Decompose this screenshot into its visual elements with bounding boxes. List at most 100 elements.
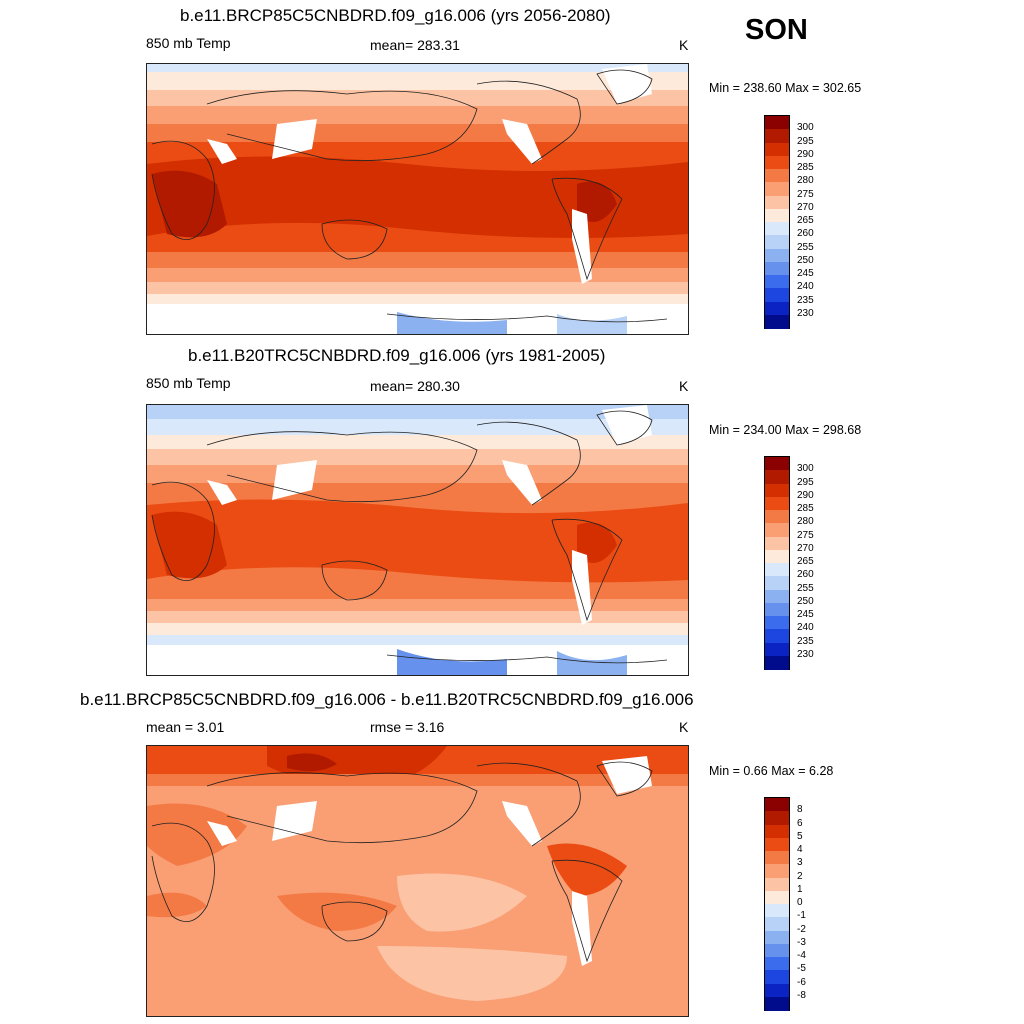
panel-2-map-svg [147, 405, 688, 675]
panel-2-colorbar-swatch [765, 457, 789, 471]
panel-3-colorbar-swatch [765, 864, 789, 878]
panel-2-colorbar-tick: 255 [797, 582, 814, 594]
panel-2-colorbar-swatch [765, 589, 789, 604]
panel-2-colorbar-swatch [765, 510, 789, 524]
panel-3-colorbar-swatch [765, 917, 789, 931]
panel-1-title: b.e11.BRCP85C5CNBDRD.f09_g16.006 (yrs 20… [180, 6, 611, 25]
panel-1-colorbar-swatch [765, 155, 789, 170]
panel-1-colorbar-swatch [765, 301, 789, 316]
panel-1-colorbar-swatch [765, 116, 789, 130]
panel-2-colorbar-tick: 245 [797, 609, 814, 620]
panel-1-colorbar-tick: 285 [797, 162, 814, 173]
panel-2-colorbar-swatch [765, 576, 789, 590]
panel-2-colorbar-tick: 270 [797, 542, 814, 554]
panel-1-colorbar-tick: 235 [797, 294, 814, 306]
panel-1-field-label: 850 mb Temp [146, 35, 231, 51]
panel-3-colorbar-swatch [765, 837, 789, 852]
panel-2-colorbar-tick: 285 [797, 503, 814, 514]
panel-3-colorbar-tick: -3 [797, 936, 806, 948]
panel-1-colorbar-swatch [765, 288, 789, 302]
panel-2-colorbar [764, 456, 790, 670]
panel-2-colorbar-swatch [765, 642, 789, 657]
panel-1-colorbar-swatch [765, 222, 789, 236]
panel-2-colorbar-tick: 290 [797, 489, 814, 501]
panel-2-mean-label: mean= 280.30 [370, 378, 460, 394]
panel-1-colorbar-tick: 260 [797, 228, 814, 240]
panel-1-map-svg [147, 64, 688, 334]
panel-2-colorbar-tick: 250 [797, 595, 814, 607]
panel-3-colorbar-swatch [765, 798, 789, 812]
panel-3-colorbar-tick: -1 [797, 910, 806, 922]
panel-3-colorbar-swatch [765, 851, 789, 865]
panel-3-map-svg [147, 746, 688, 1016]
panel-3-colorbar-tick: -6 [797, 976, 806, 988]
panel-3-colorbar-tick: 1 [797, 883, 803, 895]
panel-3-colorbar-tick: 4 [797, 844, 803, 855]
panel-2-colorbar-tick: 240 [797, 622, 814, 634]
panel-2-colorbar-swatch [765, 536, 789, 551]
panel-1-colorbar-tick: 270 [797, 201, 814, 213]
panel-3-title: b.e11.BRCP85C5CNBDRD.f09_g16.006 - b.e11… [80, 690, 694, 709]
panel-2-title: b.e11.B20TRC5CNBDRD.f09_g16.006 (yrs 198… [188, 346, 606, 365]
panel-1-colorbar-tick: 265 [797, 215, 814, 226]
panel-3-colorbar-tick: -4 [797, 950, 806, 961]
panel-2-units: K [679, 378, 689, 394]
panel-1-colorbar-tick: 300 [797, 122, 814, 134]
panel-3-colorbar-tick: -5 [797, 963, 806, 975]
panel-3-map [146, 745, 689, 1017]
panel-1-colorbar-swatch [765, 142, 789, 157]
panel-2-colorbar-swatch [765, 616, 789, 630]
panel-2-field-label: 850 mb Temp [146, 375, 231, 391]
panel-1-colorbar-swatch [765, 248, 789, 263]
panel-1-colorbar-swatch [765, 314, 789, 329]
panel-2-colorbar-swatch [765, 602, 789, 617]
panel-1-colorbar-tick: 295 [797, 135, 814, 147]
panel-1-colorbar-tick: 255 [797, 241, 814, 253]
panel-2-colorbar-tick: 235 [797, 635, 814, 647]
panel-1-minmax: Min = 238.60 Max = 302.65 [709, 81, 862, 95]
panel-3-units: K [679, 719, 689, 735]
panel-3-colorbar-swatch [765, 970, 789, 984]
panel-3-colorbar-swatch [765, 824, 789, 839]
panel-3-colorbar-swatch [765, 957, 789, 971]
panel-1-units: K [679, 37, 689, 53]
panel-2-colorbar-swatch [765, 563, 789, 577]
panel-3-colorbar [764, 797, 790, 1011]
panel-3-colorbar-tick: 8 [797, 804, 803, 816]
panel-1-colorbar-swatch [765, 208, 789, 223]
panel-2-colorbar-tick: 280 [797, 516, 814, 528]
panel-1-map [146, 63, 689, 335]
panel-1-colorbar-swatch [765, 169, 789, 183]
panel-2-minmax: Min = 234.00 Max = 298.68 [709, 423, 862, 437]
panel-1-colorbar-swatch [765, 261, 789, 276]
season-label: SON [745, 14, 808, 46]
panel-3-colorbar-tick: 0 [797, 897, 803, 908]
panel-2-colorbar-tick: 230 [797, 648, 814, 660]
panel-3-colorbar-swatch [765, 890, 789, 905]
panel-3-minmax: Min = 0.66 Max = 6.28 [709, 764, 834, 778]
panel-3-colorbar-tick: 2 [797, 870, 803, 882]
panel-3-colorbar-swatch [765, 996, 789, 1011]
panel-1-colorbar-tick: 290 [797, 148, 814, 160]
panel-1-colorbar [764, 115, 790, 329]
panel-2-colorbar-swatch [765, 470, 789, 484]
panel-1-mean-label: mean= 283.31 [370, 37, 460, 53]
panel-3-colorbar-swatch [765, 983, 789, 998]
panel-2-colorbar-tick: 295 [797, 476, 814, 488]
panel-3-colorbar-swatch [765, 930, 789, 945]
panel-1-colorbar-tick: 230 [797, 307, 814, 319]
panel-3-rmse-label: rmse = 3.16 [370, 719, 445, 735]
panel-2-map [146, 404, 689, 676]
panel-2-colorbar-swatch [765, 655, 789, 670]
panel-3-colorbar-tick: -2 [797, 923, 806, 935]
panel-1-colorbar-swatch [765, 235, 789, 249]
panel-1-colorbar-tick: 275 [797, 188, 814, 200]
panel-2-colorbar-tick: 260 [797, 569, 814, 581]
panel-2-colorbar-swatch [765, 523, 789, 537]
panel-3-colorbar-swatch [765, 943, 789, 958]
panel-3-colorbar-tick: 3 [797, 857, 803, 869]
panel-3-colorbar-tick: -8 [797, 989, 806, 1001]
panel-2-colorbar-tick: 265 [797, 556, 814, 567]
panel-2-colorbar-swatch [765, 496, 789, 511]
panel-1-colorbar-tick: 250 [797, 254, 814, 266]
